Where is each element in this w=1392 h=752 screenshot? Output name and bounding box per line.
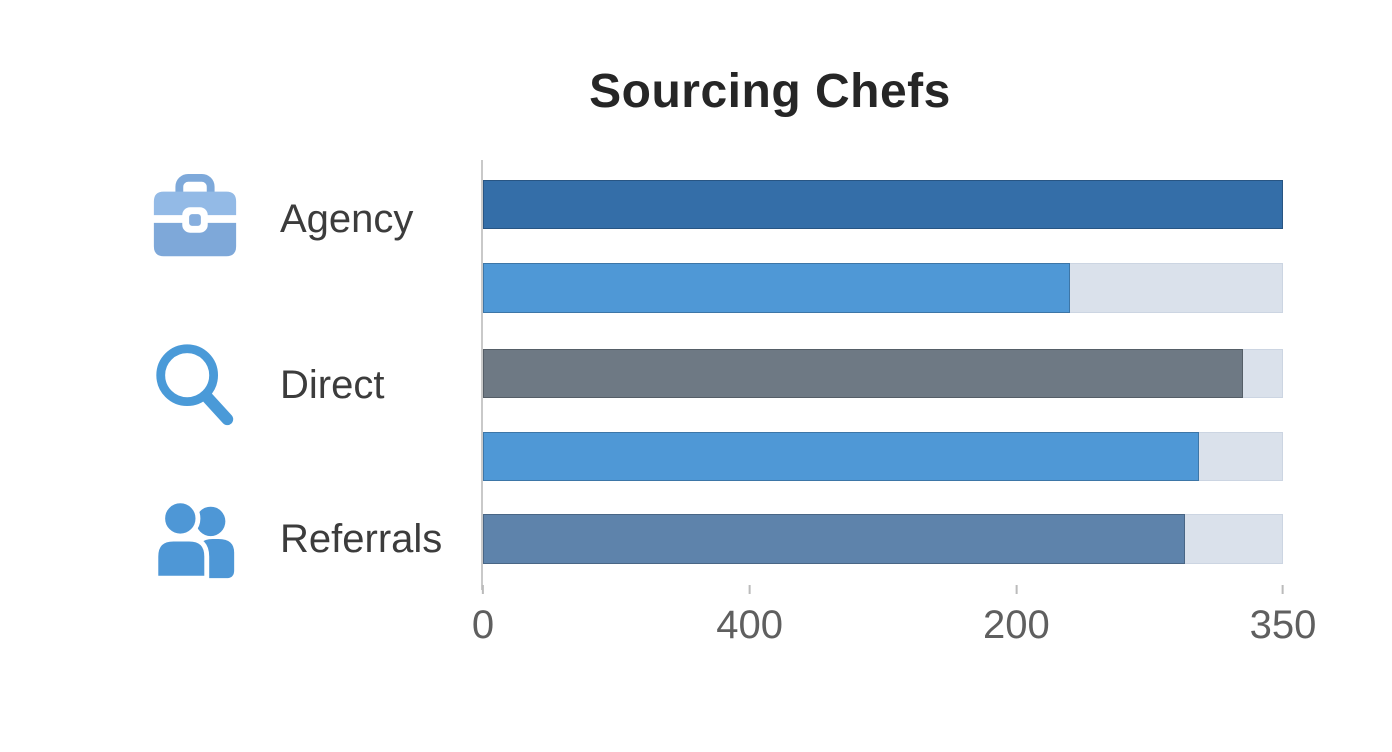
bar-row <box>483 180 1283 229</box>
x-tick-mark <box>482 585 484 594</box>
briefcase-icon <box>148 172 242 266</box>
category-row-direct: Direct <box>148 338 468 432</box>
bar-fill <box>483 432 1199 481</box>
bar-row <box>483 263 1283 313</box>
category-row-referrals: Referrals <box>148 492 468 586</box>
x-tick-label: 200 <box>982 603 1050 647</box>
bar-fill <box>483 263 1071 313</box>
x-tick-label: 350 <box>1249 603 1317 647</box>
x-tick: 0 <box>472 585 494 648</box>
bar-fill <box>483 349 1243 398</box>
x-tick-label: 400 <box>716 603 783 647</box>
x-tick-mark <box>1015 585 1018 594</box>
bar-fill <box>483 514 1185 564</box>
x-tick-label: 0 <box>471 603 495 647</box>
people-icon <box>148 492 242 586</box>
x-axis: 0 400 200 350 <box>472 585 1316 655</box>
chart-title: Sourcing Chefs <box>589 65 951 118</box>
x-tick: 400 <box>716 585 783 648</box>
plot-area <box>481 160 1283 590</box>
x-tick-mark <box>1282 585 1284 594</box>
category-label: Direct <box>280 362 385 407</box>
y-axis-line <box>481 160 483 590</box>
x-tick-mark <box>748 585 751 594</box>
x-tick: 350 <box>1249 585 1317 648</box>
category-row-agency: Agency <box>148 172 468 266</box>
category-label: Agency <box>280 196 414 241</box>
bar-fill <box>483 180 1283 229</box>
x-tick: 200 <box>983 585 1050 648</box>
search-icon <box>148 338 242 432</box>
category-label: Referrals <box>280 516 443 561</box>
bar-row <box>483 514 1283 564</box>
bar-row <box>483 349 1283 398</box>
bar-row <box>483 432 1283 481</box>
